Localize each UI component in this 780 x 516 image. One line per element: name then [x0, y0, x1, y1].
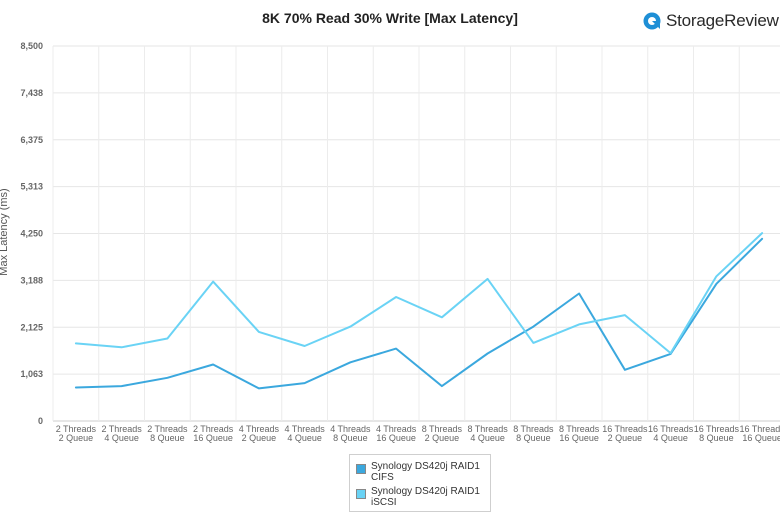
x-tick-label: 4 Threads 8 Queue — [330, 424, 371, 443]
x-tick-label: 8 Threads 4 Queue — [467, 424, 508, 443]
y-axis-label: Max Latency (ms) — [0, 188, 10, 275]
x-tick-label: 2 Threads 4 Queue — [101, 424, 142, 443]
legend-swatch-iscsi — [356, 489, 366, 499]
y-tick-label: 7,438 — [20, 88, 43, 98]
y-tick-label: 6,375 — [20, 135, 43, 145]
x-tick-label: 2 Threads 16 Queue — [193, 424, 234, 443]
storagereview-logo-icon — [643, 12, 661, 30]
legend-swatch-cifs — [356, 464, 366, 474]
x-tick-label: 16 Threads 8 Queue — [694, 424, 740, 443]
chart-title: 8K 70% Read 30% Write [Max Latency] — [262, 10, 518, 26]
y-tick-label: 0 — [38, 416, 43, 426]
brand-logo: StorageReview — [643, 11, 779, 31]
legend-item-iscsi: Synology DS420j RAID1 iSCSI — [356, 486, 489, 508]
x-tick-label: 8 Threads 2 Queue — [422, 424, 463, 443]
y-axis-tick-labels: 0 1,063 2,125 3,188 4,250 5,313 6,375 7,438 8,50… — [20, 41, 43, 426]
y-tick-label: 3,188 — [20, 275, 43, 285]
x-tick-label: 16 Threads 4 Queue — [648, 424, 694, 443]
legend-item-cifs: Synology DS420j RAID1 CIFS — [356, 461, 489, 483]
legend-label-iscsi: Synology DS420j RAID1 iSCSI — [371, 486, 480, 508]
y-tick-label: 2,125 — [20, 322, 43, 332]
x-tick-label: 4 Threads 2 Queue — [239, 424, 280, 443]
data-series — [74, 232, 764, 390]
grid-lines — [52, 45, 780, 422]
x-tick-label: 2 Threads 8 Queue — [147, 424, 188, 443]
x-tick-label: 16 Threads 2 Queue — [602, 424, 648, 443]
x-tick-label: 4 Threads 4 Queue — [284, 424, 325, 443]
x-tick-label: 8 Threads 8 Queue — [513, 424, 554, 443]
x-tick-label: 2 Threads 2 Queue — [56, 424, 97, 443]
y-tick-label: 8,500 — [20, 41, 43, 51]
x-tick-label: 4 Threads 16 Queue — [376, 424, 417, 443]
y-tick-label: 1,063 — [20, 369, 43, 379]
brand-name: StorageReview — [666, 11, 779, 30]
line-chart: 0 1,063 2,125 3,188 4,250 5,313 6,375 7,438 8,50… — [0, 41, 780, 443]
chart-legend: Synology DS420j RAID1 CIFS Synology DS42… — [349, 454, 491, 512]
x-tick-label: 8 Threads 16 Queue — [559, 424, 600, 443]
legend-label-cifs: Synology DS420j RAID1 CIFS — [371, 461, 480, 483]
y-tick-label: 4,250 — [20, 229, 43, 239]
y-tick-label: 5,313 — [20, 182, 43, 192]
series-line-cifs — [74, 237, 764, 390]
series-line-iscsi — [74, 232, 764, 355]
